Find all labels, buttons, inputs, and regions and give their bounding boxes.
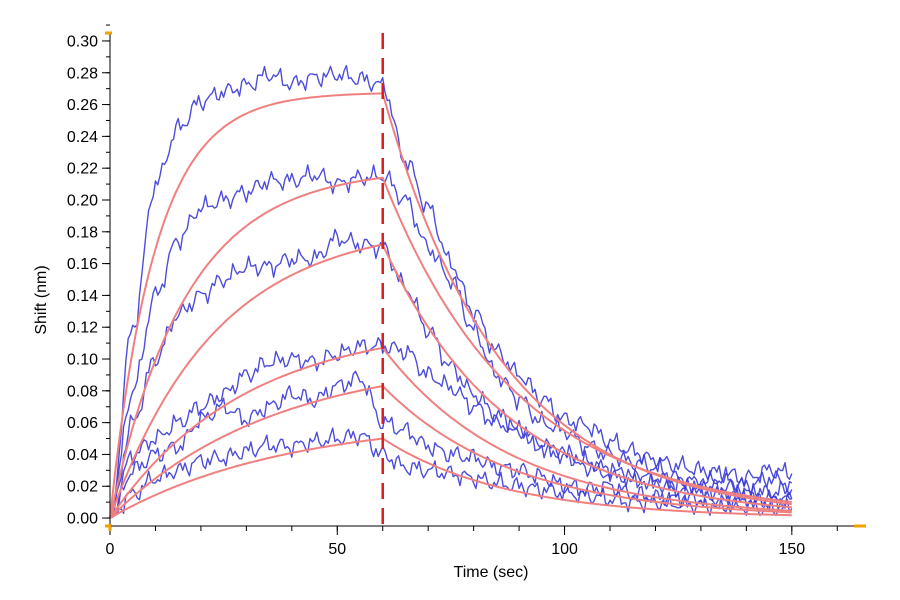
y-tick-label: 0.02	[67, 479, 98, 496]
y-tick-label: 0.12	[67, 320, 98, 337]
y-tick-label: 0.06	[67, 415, 98, 432]
y-tick-label: 0.10	[67, 352, 98, 369]
x-tick-label: 150	[778, 541, 805, 558]
data-series-1	[109, 64, 793, 519]
x-tick-label: 0	[106, 541, 115, 558]
fit-series-5	[109, 385, 792, 519]
x-tick-label: 100	[551, 541, 578, 558]
y-axis-label: Shift (nm)	[33, 265, 50, 334]
data-series-5	[109, 370, 792, 519]
data-series-6	[109, 427, 793, 519]
y-tick-label: 0.20	[67, 192, 98, 209]
x-axis-label: Time (sec)	[454, 564, 529, 581]
fit-series-2	[109, 176, 792, 519]
y-tick-label: 0.16	[67, 256, 98, 273]
y-tick-label: 0.04	[67, 447, 98, 464]
y-tick-label: 0.24	[67, 129, 98, 146]
y-tick-label: 0.00	[67, 511, 98, 528]
axes: 0.00 0.02 0.04 0.06 0.08 0.10 0.12 0.14 0.16 0.18…	[67, 24, 866, 558]
fit-series-4	[109, 346, 792, 519]
data-series-2	[109, 164, 793, 519]
y-tick-label: 0.28	[67, 65, 98, 82]
fit-series-6	[109, 437, 792, 519]
y-tick-label: 0.26	[67, 97, 98, 114]
data-series-3	[109, 228, 793, 519]
y-tick-label: 0.18	[67, 224, 98, 241]
fit-series-3	[109, 243, 792, 519]
plot-area	[109, 33, 793, 526]
fit-series-1	[109, 92, 792, 519]
x-tick-label: 50	[328, 541, 346, 558]
data-series-4	[109, 337, 793, 519]
y-tick-label: 0.08	[67, 383, 98, 400]
y-tick-label: 0.30	[67, 33, 98, 50]
y-tick-label: 0.22	[67, 161, 98, 178]
y-tick-label: 0.14	[67, 288, 98, 305]
